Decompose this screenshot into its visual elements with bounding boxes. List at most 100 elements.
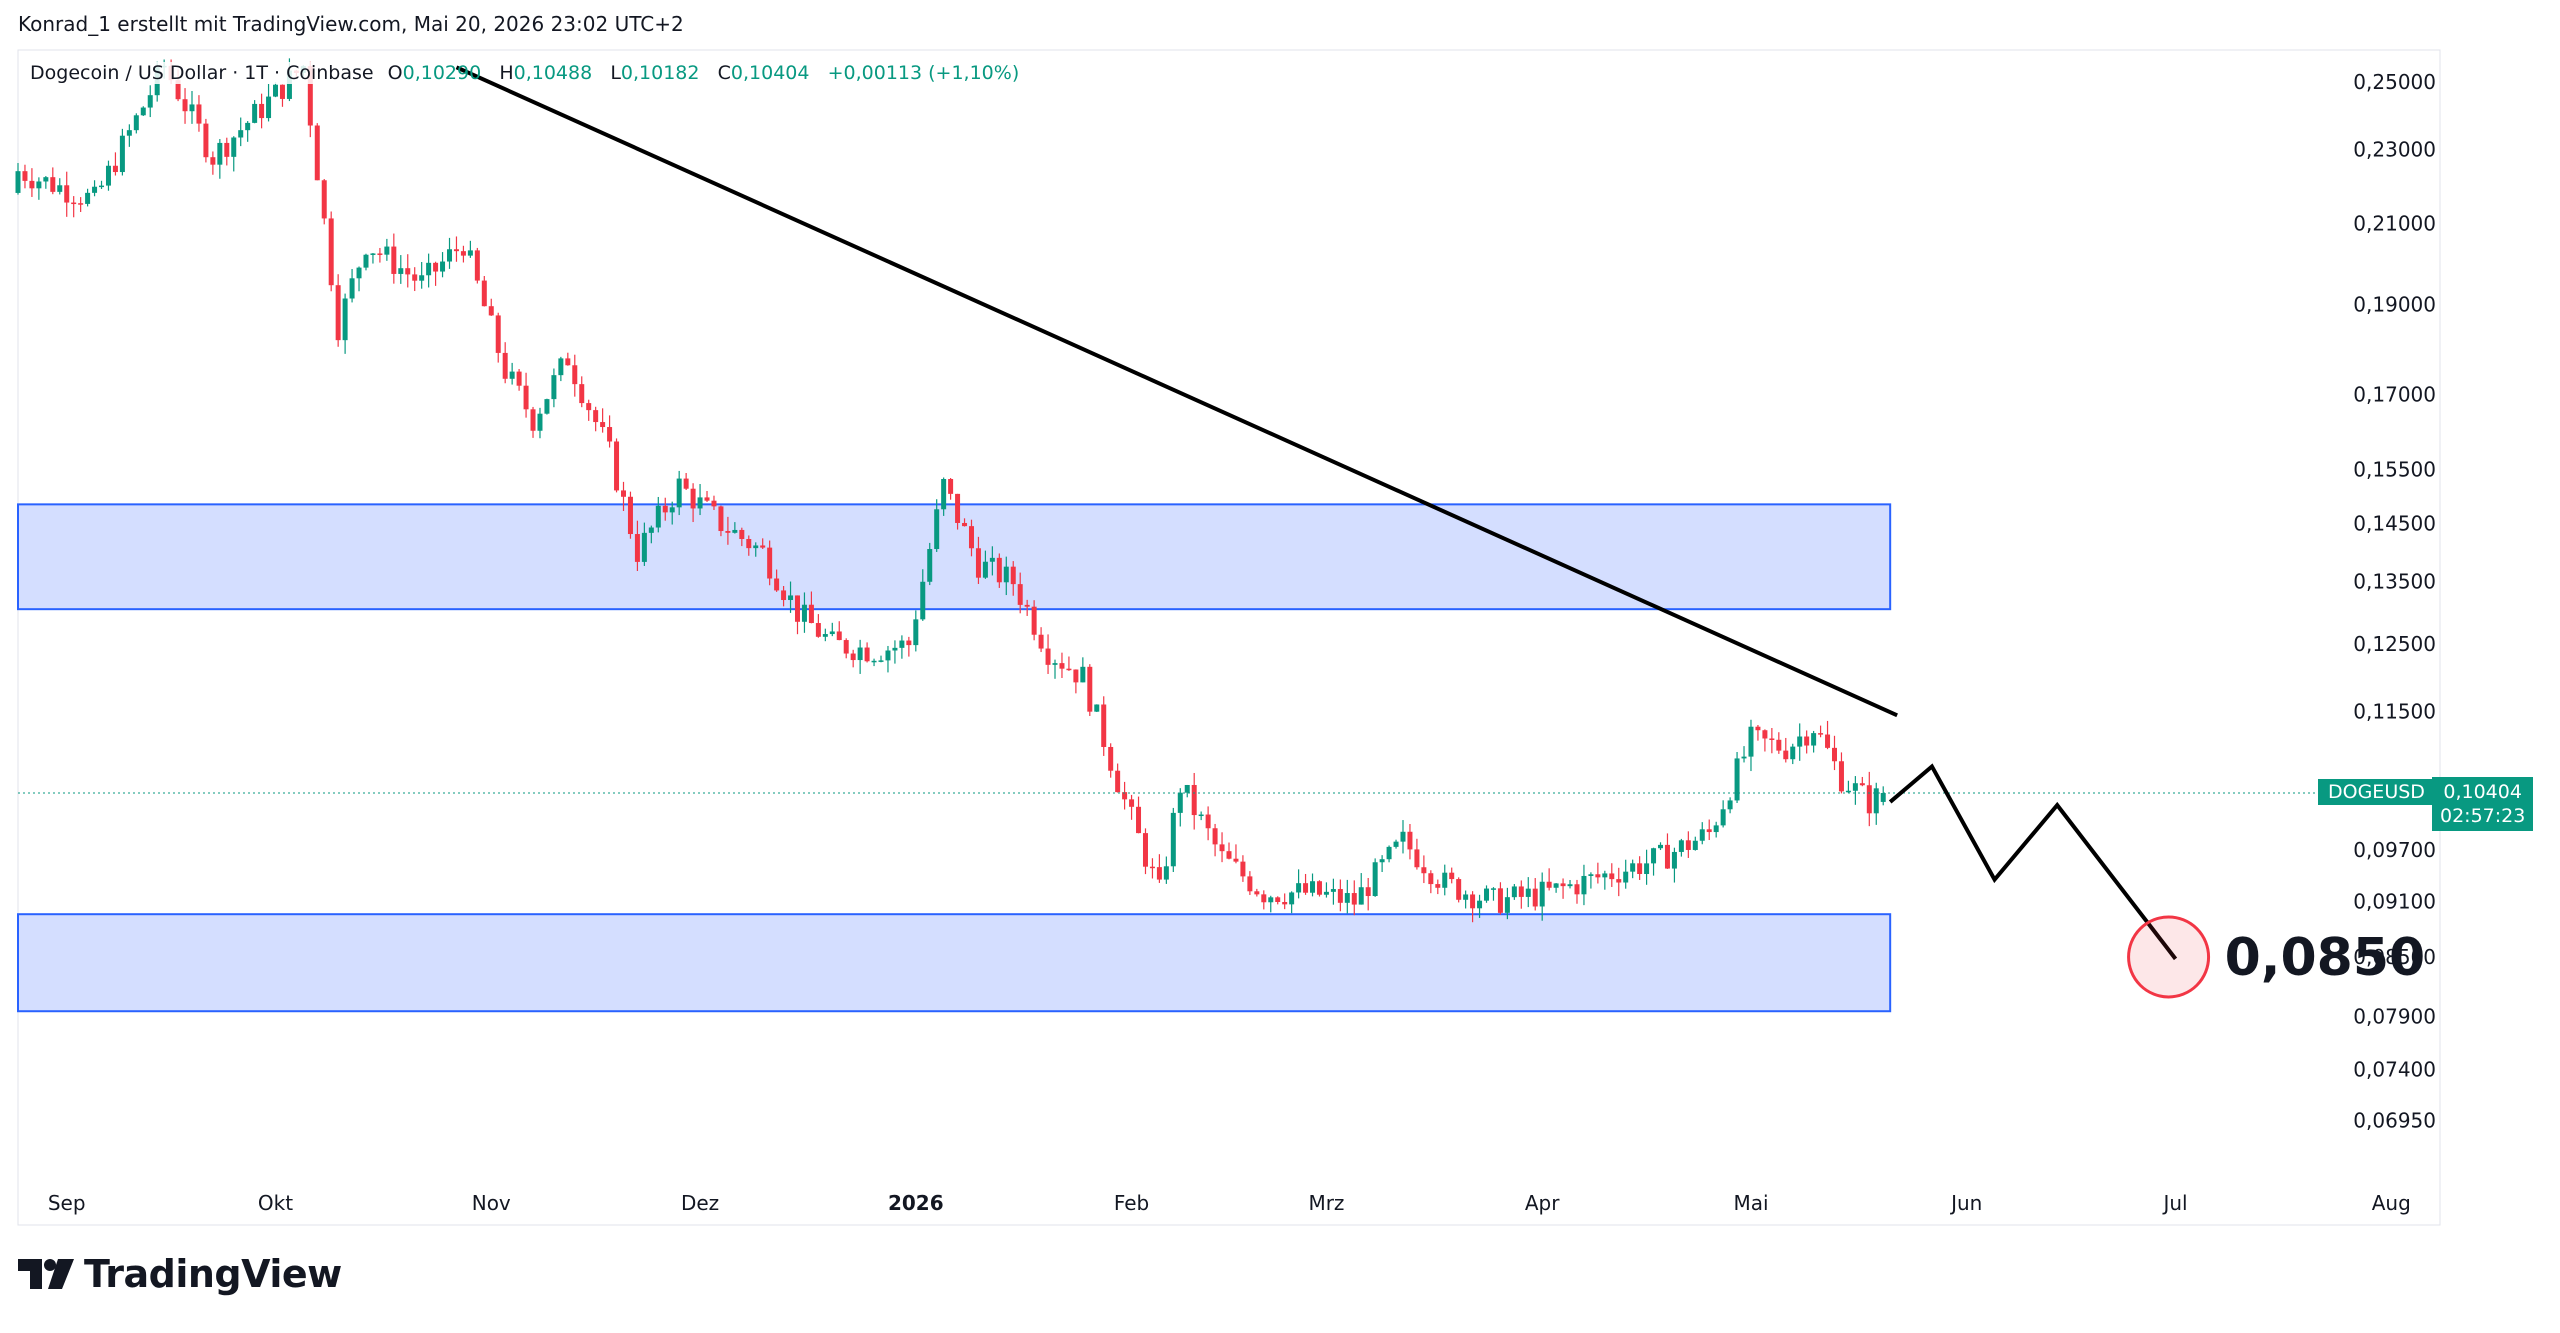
candle-body-2025-11-23 [641, 532, 647, 562]
candle-body-2025-09-22 [210, 157, 216, 165]
candle-body-2025-11-06 [523, 385, 529, 410]
candle-body-2026-04-29 [1734, 758, 1740, 801]
zones-layer [17, 503, 1892, 1013]
symbol-title[interactable]: Dogecoin / US Dollar · 1T · Coinbase [30, 62, 382, 84]
time-axis[interactable]: Sep Okt Nov Dez 2026 Feb Mrz Apr Mai Jun Jul Aug [48, 1191, 2411, 1215]
candle-body-2026-02-07 [1170, 812, 1176, 867]
candle-body-2026-05-13 [1832, 747, 1837, 762]
brand-name: TradingView [84, 1252, 342, 1296]
candle-body-2025-12-26 [871, 660, 877, 663]
candle-body-2026-05-04 [1769, 738, 1775, 740]
candle-body-2025-10-18 [391, 246, 397, 274]
candle-body-2026-04-14 [1630, 863, 1636, 872]
candle-body-2026-03-05 [1351, 893, 1357, 905]
price-axis[interactable]: 0,25000 0,23000 0,21000 0,19000 0,17000 0,155… [2353, 70, 2436, 1132]
candle-body-2025-08-27 [29, 180, 35, 189]
candle-body-2025-09-08 [112, 165, 118, 173]
candle-body-2025-12-15 [794, 595, 800, 622]
candle-body-2025-12-03 [711, 500, 717, 507]
candle-body-2026-03-26 [1497, 888, 1503, 913]
candle-body-2026-01-28 [1101, 704, 1107, 747]
candle-body-2025-12-12 [774, 578, 780, 591]
candle-body-2025-10-31 [481, 280, 487, 307]
candle-body-2026-02-14 [1219, 844, 1225, 852]
candle-body-2025-09-04 [85, 192, 91, 204]
candlestick-chart[interactable]: 0,25000 0,23000 0,21000 0,19000 0,17000 0,155… [0, 0, 2560, 1240]
candle-body-2025-10-07 [314, 125, 320, 181]
price-tick-label: 0,15500 [2353, 458, 2436, 482]
candle-body-2025-10-22 [419, 275, 425, 281]
candle-body-2025-08-30 [50, 177, 56, 192]
time-tick-label: Sep [48, 1191, 86, 1215]
candle-body-2026-01-10 [975, 548, 981, 578]
candle-body-2026-03-13 [1407, 831, 1413, 850]
candle-body-2025-10-20 [405, 268, 411, 275]
candle-body-2026-05-20 [1880, 792, 1886, 802]
candle-body-2026-04-12 [1616, 879, 1622, 883]
candle-body-2026-03-28 [1511, 886, 1517, 898]
candle-body-2025-11-04 [509, 371, 515, 379]
candle-body-2026-01-02 [920, 581, 926, 620]
candle-body-2025-11-10 [551, 375, 557, 400]
candle-body-2026-01-19 [1038, 634, 1044, 649]
candle-body-2025-10-26 [447, 249, 453, 262]
candle-body-2025-10-11 [342, 298, 348, 341]
candle-body-2025-11-21 [627, 496, 633, 535]
candle-body-2026-01-21 [1052, 663, 1058, 665]
candle-body-2026-04-23 [1692, 840, 1698, 850]
time-tick-label: Mai [1733, 1191, 1768, 1215]
close-label: C [717, 62, 731, 84]
candle-body-2026-03-24 [1484, 888, 1490, 901]
support-resistance-zone-1 [17, 503, 1892, 611]
candle-body-2026-05-16 [1852, 783, 1858, 791]
candle-body-2026-02-18 [1247, 876, 1253, 892]
candle-body-2025-12-17 [808, 604, 814, 624]
candle-body-2026-03-15 [1421, 867, 1427, 874]
candle-body-2026-03-18 [1442, 872, 1448, 888]
candle-body-2026-03-29 [1518, 886, 1524, 897]
candle-body-2026-05-09 [1804, 736, 1810, 746]
candle-body-2026-05-17 [1859, 783, 1865, 786]
candle-body-2025-08-25 [15, 171, 21, 193]
candle-body-2025-12-04 [718, 506, 724, 532]
candle-body-2025-11-14 [579, 384, 585, 404]
change-value: +0,00113 (+1,10%) [827, 62, 1020, 84]
candle-body-2026-01-09 [968, 526, 974, 549]
candle-body-2026-02-22 [1275, 897, 1281, 902]
candles-layer [15, 58, 1886, 923]
candle-body-2026-02-12 [1205, 814, 1211, 829]
candle-body-2026-01-04 [934, 509, 940, 550]
last-price-badge: 0,10404 02:57:23 [2432, 776, 2534, 831]
candle-body-2026-04-03 [1553, 883, 1559, 888]
low-label: L [610, 62, 621, 84]
candle-body-2025-09-20 [196, 104, 202, 124]
time-tick-label: Nov [472, 1191, 511, 1215]
candle-body-2026-01-13 [996, 557, 1002, 583]
candle-body-2025-11-01 [488, 306, 494, 316]
candle-body-2026-04-10 [1602, 873, 1608, 878]
candle-body-2025-09-13 [147, 95, 153, 108]
candle-body-2026-03-01 [1323, 891, 1329, 895]
candle-body-2026-04-16 [1644, 863, 1650, 875]
candle-body-2026-02-10 [1191, 784, 1197, 816]
tradingview-brand[interactable]: TradingView [18, 1252, 342, 1296]
candle-body-2025-08-26 [22, 171, 28, 181]
candle-body-2026-01-08 [962, 522, 968, 527]
candle-body-2026-03-19 [1449, 872, 1455, 880]
candle-body-2026-03-23 [1477, 900, 1483, 909]
candle-body-2025-11-25 [655, 505, 661, 528]
candle-body-2025-09-26 [238, 130, 244, 138]
candle-body-2026-03-21 [1463, 894, 1469, 900]
high-label: H [499, 62, 514, 84]
candle-body-2025-12-19 [822, 634, 828, 637]
candle-body-2025-12-01 [697, 497, 703, 509]
candle-body-2025-09-23 [217, 142, 223, 165]
candle-body-2025-11-02 [495, 315, 501, 353]
candle-body-2026-04-27 [1720, 809, 1726, 826]
candle-body-2026-04-08 [1588, 874, 1594, 876]
candle-body-2026-04-28 [1727, 800, 1733, 810]
candle-body-2025-09-17 [175, 80, 181, 100]
candle-body-2026-01-29 [1108, 746, 1114, 771]
candle-body-2026-02-03 [1142, 833, 1148, 867]
price-tick-label: 0,14500 [2353, 512, 2436, 536]
